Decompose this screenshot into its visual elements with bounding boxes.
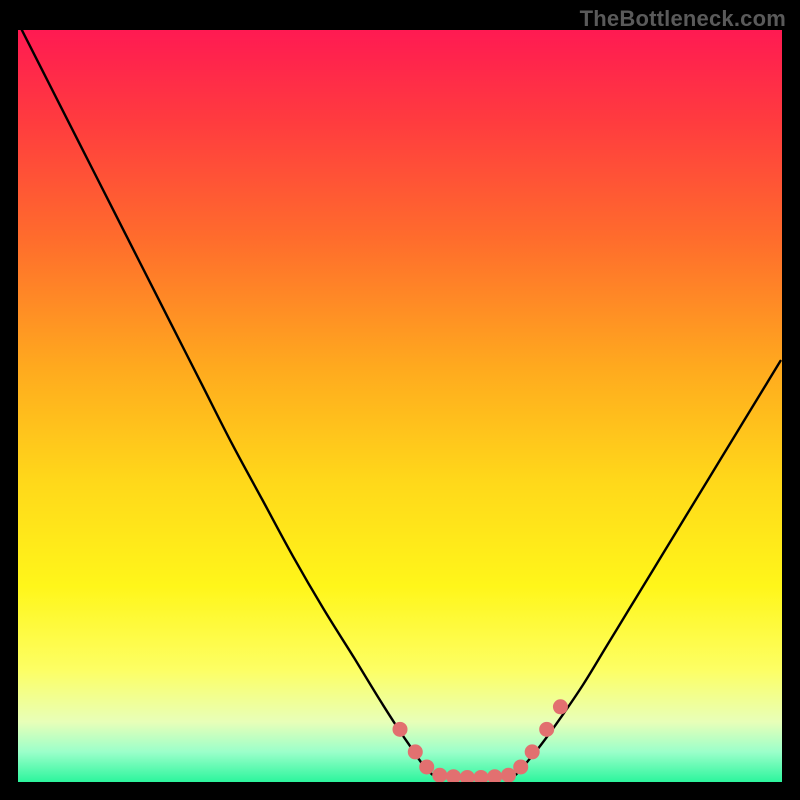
marker-point xyxy=(408,744,423,759)
marker-point xyxy=(513,759,528,774)
marker-point xyxy=(419,759,434,774)
marker-point xyxy=(525,744,540,759)
marker-point xyxy=(553,699,568,714)
gradient-background xyxy=(18,30,782,782)
chart-canvas xyxy=(18,30,782,782)
marker-point xyxy=(393,722,408,737)
chart-frame: TheBottleneck.com xyxy=(0,0,800,800)
marker-point xyxy=(539,722,554,737)
watermark-text: TheBottleneck.com xyxy=(580,6,786,32)
plot-area xyxy=(18,30,782,782)
